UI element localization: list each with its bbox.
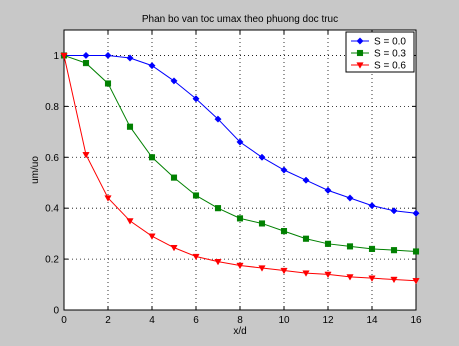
data-point — [324, 240, 332, 247]
x-axis-ticks: 0 2 4 6 8 10 12 14 16 — [61, 30, 422, 326]
data-point — [126, 54, 134, 62]
x-tick-label: 12 — [322, 315, 334, 326]
data-point — [302, 270, 310, 277]
data-point — [236, 262, 244, 270]
data-point — [390, 207, 398, 215]
data-point — [60, 52, 68, 60]
data-point — [412, 209, 420, 217]
y-tick-label: 0.8 — [45, 102, 59, 113]
data-point — [192, 192, 200, 199]
x-tick-label: 8 — [237, 315, 243, 326]
data-point — [412, 248, 420, 255]
data-point — [82, 60, 90, 67]
x-tick-label: 10 — [278, 315, 290, 326]
legend-item: S = 0.3 — [351, 49, 406, 60]
data-point — [280, 267, 288, 275]
data-point — [346, 194, 354, 202]
data-point — [236, 215, 244, 222]
data-point — [368, 275, 376, 282]
data-point — [302, 235, 310, 242]
data-point — [368, 245, 376, 252]
data-point — [390, 276, 398, 284]
data-point — [324, 271, 332, 279]
data-point — [170, 174, 178, 181]
y-tick-label: 1 — [53, 51, 59, 62]
data-point — [412, 278, 420, 285]
legend-item: S = 0.0 — [351, 37, 406, 48]
data-point — [104, 80, 112, 87]
legend-label: S = 0.0 — [374, 37, 406, 48]
data-point — [192, 95, 200, 103]
y-axis-title: um/uo — [30, 156, 41, 184]
data-point — [302, 176, 310, 184]
data-point — [346, 274, 354, 281]
y-tick-label: 0.2 — [45, 255, 59, 266]
data-point — [324, 186, 332, 194]
data-point — [170, 77, 178, 85]
series-3 — [60, 52, 420, 285]
data-point — [368, 202, 376, 210]
y-tick-label: 0.6 — [45, 153, 59, 164]
x-axis-title: x/d — [233, 326, 246, 337]
data-point — [214, 205, 222, 212]
data-point — [126, 218, 134, 225]
data-point — [148, 154, 156, 161]
x-tick-label: 4 — [149, 315, 155, 326]
data-point — [104, 51, 112, 60]
series-group — [60, 51, 420, 285]
y-tick-label: 0.4 — [45, 204, 59, 215]
x-tick-label: 6 — [193, 315, 199, 326]
data-point — [236, 138, 244, 146]
data-point — [214, 258, 222, 266]
x-tick-label: 2 — [105, 315, 111, 326]
data-point — [280, 166, 288, 174]
y-axis-ticks: 0 0.2 0.4 0.6 0.8 1 — [45, 51, 416, 317]
data-point — [148, 233, 156, 240]
data-point — [214, 115, 222, 123]
data-point — [126, 123, 134, 130]
x-tick-label: 16 — [410, 315, 422, 326]
y-tick-label: 0 — [53, 306, 59, 317]
data-point — [258, 153, 266, 161]
x-tick-label: 14 — [366, 315, 378, 326]
data-point — [82, 152, 90, 159]
legend-marker — [356, 49, 364, 57]
legend-item: S = 0.6 — [351, 61, 406, 72]
data-point — [104, 195, 112, 202]
legend-items: S = 0.0S = 0.3S = 0.6 — [351, 37, 406, 72]
data-point — [280, 228, 288, 235]
legend-label: S = 0.3 — [374, 49, 406, 60]
data-point — [346, 243, 354, 250]
data-point — [170, 244, 178, 252]
data-point — [148, 62, 156, 70]
legend-marker — [356, 62, 364, 69]
data-point — [82, 51, 90, 60]
data-point — [192, 253, 200, 261]
chart-title: Phan bo van toc umax theo phuong doc tru… — [142, 14, 338, 25]
data-point — [258, 265, 266, 272]
data-point — [258, 220, 266, 227]
legend-marker — [356, 37, 364, 45]
legend: S = 0.0S = 0.3S = 0.6 — [345, 31, 415, 73]
x-tick-label: 0 — [61, 315, 67, 326]
data-point — [390, 247, 398, 254]
legend-label: S = 0.6 — [374, 61, 406, 72]
